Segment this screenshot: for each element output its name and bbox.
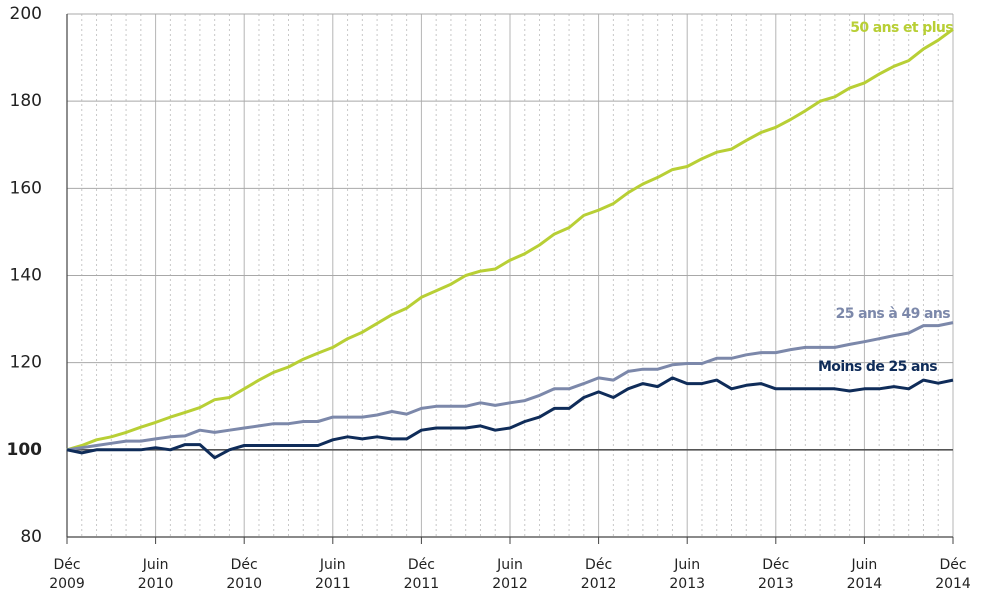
x-tick-label: Juin 2011: [314, 557, 351, 592]
x-tick-label: Déc 2013: [757, 557, 794, 592]
y-tick-label: 120: [10, 353, 42, 373]
x-tick-label: Déc 2009: [49, 557, 85, 592]
y-tick-label: 100: [7, 440, 43, 460]
series-line: [66, 28, 954, 452]
series-line: [66, 376, 954, 460]
y-tick-label: 180: [10, 91, 42, 111]
series-label: Moins de 25 ans: [818, 359, 937, 375]
y-tick-label: 200: [10, 4, 42, 24]
x-tick-label: Juin 2014: [846, 557, 883, 592]
x-tick-label: Déc 2011: [403, 557, 440, 592]
x-tick-label: Juin 2010: [137, 557, 174, 592]
series-line: [66, 321, 954, 452]
y-tick-label: 160: [10, 178, 42, 198]
x-tick-label: Juin 2012: [492, 557, 528, 592]
y-tick-label: 80: [20, 527, 42, 547]
y-tick-label: 140: [10, 266, 42, 286]
x-tick-label: Déc 2012: [580, 557, 617, 592]
x-tick-label: Déc 2010: [226, 557, 263, 592]
x-tick-label: Juin 2013: [669, 557, 706, 592]
series-label: 50 ans et plus: [850, 20, 953, 36]
x-tick-label: Déc 2014: [935, 557, 971, 592]
series-label: 25 ans à 49 ans: [836, 306, 951, 322]
